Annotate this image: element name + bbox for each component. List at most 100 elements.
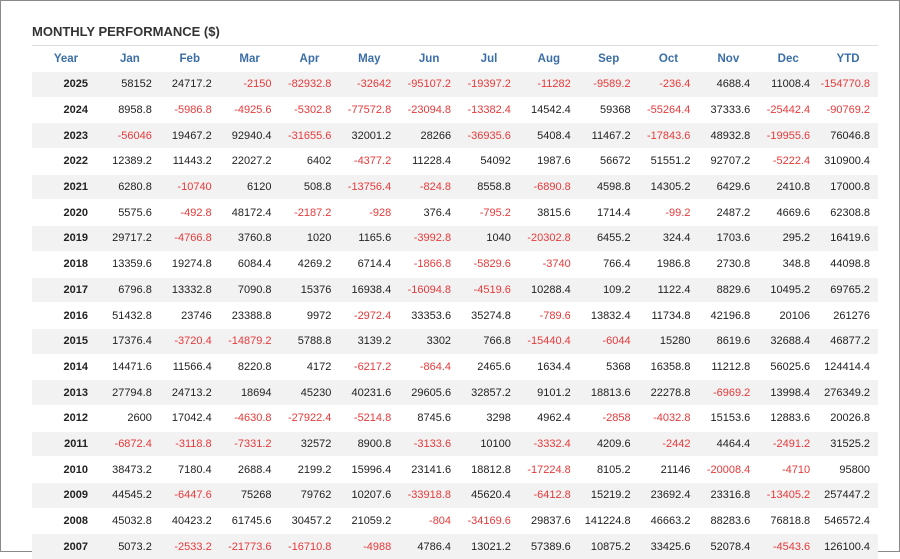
year-cell: 2015 — [32, 327, 100, 355]
value-cell: -3740 — [518, 250, 579, 277]
value-cell: -236.4 — [638, 71, 699, 98]
table-row: 2017 6796.8 13332.8 7090.8 15376 16938.4 -1609… — [32, 276, 878, 303]
value-cell: -19397.2 — [459, 71, 519, 98]
table-row: 2020 5575.6 -492.8 48172.4 -2187.2 -928 376.4-… — [32, 199, 878, 226]
value-cell: -7331.2 — [219, 430, 280, 457]
value-cell: 48172.4 — [219, 199, 280, 226]
value-cell: 42196.8 — [698, 302, 759, 329]
value-cell: 2600 — [100, 404, 160, 432]
value-cell: -6969.2 — [698, 379, 759, 406]
value-cell: 51551.2 — [638, 148, 699, 175]
value-cell: 261276 — [818, 302, 878, 329]
value-cell: -17843.6 — [638, 122, 699, 149]
value-cell: -56046 — [100, 122, 160, 149]
value-cell: 52078.4 — [698, 533, 759, 559]
value-cell: 23746 — [159, 302, 220, 329]
value-cell: 32001.2 — [339, 122, 400, 149]
column-header: Nov — [717, 53, 740, 65]
year-cell: 2018 — [32, 250, 100, 277]
value-cell: 15280 — [638, 327, 699, 355]
table-row: 2011 -6872.4 -3118.8 -7331.2 32572 8900.8 -313… — [32, 430, 878, 457]
column-header: Jan — [120, 53, 140, 65]
value-cell: 57389.6 — [518, 533, 579, 559]
table-row: 2013 27794.8 24713.2 18694 45230 40231.6 29605… — [32, 379, 878, 406]
value-cell: 3760.8 — [219, 225, 280, 252]
year-cell: 2014 — [32, 353, 100, 380]
column-header: Jun — [418, 53, 440, 65]
value-cell: 9972 — [279, 302, 340, 329]
value-cell: -23094.8 — [399, 96, 460, 123]
value-cell: -20302.8 — [518, 225, 579, 252]
value-cell: 5408.4 — [518, 122, 579, 149]
value-cell: 141224.8 — [578, 507, 639, 534]
value-cell: 19274.8 — [159, 250, 220, 277]
value-cell: 4962.4 — [518, 404, 579, 432]
value-cell: -2187.2 — [279, 199, 340, 226]
table-row: 2016 51432.8 23746 23388.8 9972 -2972.4 33353.… — [32, 302, 878, 329]
value-cell: 4598.8 — [578, 173, 639, 200]
value-cell: 276349.2 — [818, 379, 878, 406]
column-header: Feb — [179, 53, 200, 65]
value-cell: 56025.6 — [758, 353, 819, 380]
value-cell: -2972.4 — [339, 302, 400, 329]
value-cell: -13405.2 — [758, 482, 819, 509]
value-cell: 310900.4 — [818, 148, 878, 175]
value-cell: 4464.4 — [698, 430, 759, 457]
value-cell: 30457.2 — [279, 507, 340, 534]
value-cell: 23141.6 — [399, 456, 460, 483]
value-cell: 11008.4 — [758, 71, 819, 98]
year-cell: 2025 — [32, 71, 100, 98]
year-cell: 2012 — [32, 404, 100, 432]
value-cell: -2150 — [219, 71, 280, 98]
column-header: Jul — [480, 53, 498, 65]
value-cell: 6280.8 — [100, 173, 160, 200]
value-cell: 2688.4 — [219, 456, 280, 483]
table-row: 2021 6280.8 -10740 6120 508.8 -13756.4 -824.8 8… — [32, 173, 878, 200]
year-cell: 2011 — [32, 430, 100, 457]
value-cell: 11212.8 — [698, 353, 759, 380]
value-cell: 12389.2 — [100, 148, 160, 175]
value-cell: -16710.8 — [279, 533, 340, 559]
value-cell: -1866.8 — [399, 250, 460, 277]
value-cell: 17000.8 — [818, 173, 878, 200]
value-cell: 8220.8 — [219, 353, 280, 380]
value-cell: 21146 — [638, 456, 699, 483]
column-header: Sep — [598, 53, 620, 65]
value-cell: 257447.2 — [818, 482, 878, 509]
year-cell: 2007 — [32, 533, 100, 559]
value-cell: -5302.8 — [279, 96, 340, 123]
value-cell: -6044 — [578, 327, 639, 355]
value-cell: 29717.2 — [100, 225, 160, 252]
value-cell: 13021.2 — [459, 533, 519, 559]
value-cell: 5788.8 — [279, 327, 340, 355]
value-cell: -789.6 — [518, 302, 579, 329]
value-cell: 6402 — [279, 148, 340, 175]
value-cell: 58152 — [100, 71, 160, 98]
value-cell: 22278.8 — [638, 379, 699, 406]
value-cell: -13756.4 — [339, 173, 400, 200]
value-cell: 45230 — [279, 379, 340, 406]
value-cell: 48932.8 — [698, 122, 759, 149]
value-cell: -6872.4 — [100, 430, 160, 457]
value-cell: 126100.4 — [818, 533, 878, 559]
value-cell: 1122.4 — [638, 276, 699, 303]
value-cell: 1634.4 — [518, 353, 579, 380]
value-cell: 766.8 — [459, 327, 519, 355]
year-cell: 2010 — [32, 456, 100, 483]
table-row: 2010 38473.2 7180.4 2688.4 2199.2 15996.4 2314… — [32, 456, 878, 483]
column-header: Aug — [537, 53, 560, 65]
value-cell: 14305.2 — [638, 173, 699, 200]
value-cell: 6455.2 — [578, 225, 639, 252]
value-cell: 22027.2 — [219, 148, 280, 175]
value-cell: 10495.2 — [758, 276, 819, 303]
value-cell: -3720.4 — [159, 327, 220, 355]
table-row: 2007 5073.2 -2533.2 -21773.6 -16710.8 -4988 47… — [32, 533, 878, 559]
value-cell: 3302 — [399, 327, 460, 355]
value-cell: -9589.2 — [578, 71, 639, 98]
value-cell: -6447.6 — [159, 482, 220, 509]
value-cell: 33425.6 — [638, 533, 699, 559]
value-cell: 1020 — [279, 225, 340, 252]
value-cell: -82932.8 — [279, 71, 340, 98]
value-cell: 8105.2 — [578, 456, 639, 483]
